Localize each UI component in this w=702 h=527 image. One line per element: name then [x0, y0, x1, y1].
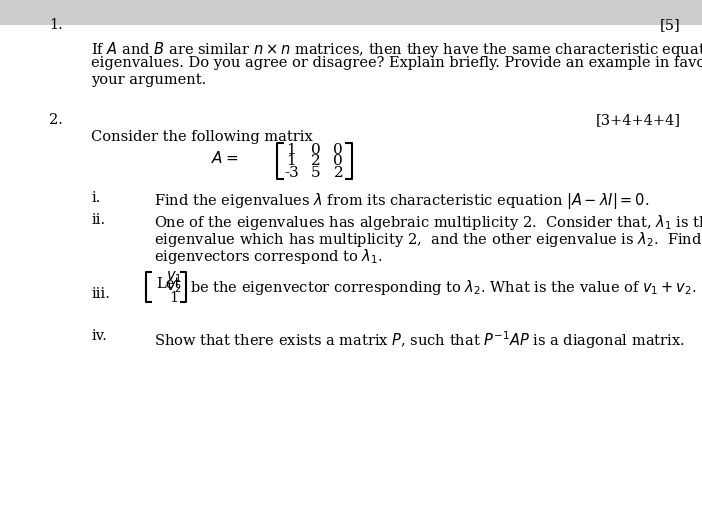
Text: Show that there exists a matrix $P$, such that $P^{-1}AP$ is a diagonal matrix.: Show that there exists a matrix $P$, suc… — [154, 329, 685, 351]
Text: eigenvalues. Do you agree or disagree? Explain briefly. Provide an example in fa: eigenvalues. Do you agree or disagree? E… — [91, 56, 702, 71]
Text: Let: Let — [156, 277, 180, 290]
Text: eigenvalue which has multiplicity 2,  and the other eigenvalue is $\lambda_2$.  : eigenvalue which has multiplicity 2, and… — [154, 230, 702, 249]
Text: 2: 2 — [311, 154, 321, 168]
Text: be the eigenvector corresponding to $\lambda_2$. What is the value of $v_1 + v_2: be the eigenvector corresponding to $\la… — [190, 278, 696, 297]
Text: 0: 0 — [333, 143, 343, 157]
Text: iv.: iv. — [91, 329, 107, 344]
Text: iii.: iii. — [91, 287, 110, 301]
Text: i.: i. — [91, 191, 100, 205]
Text: $v_2$: $v_2$ — [166, 279, 182, 295]
Text: 1: 1 — [286, 154, 296, 168]
Text: One of the eigenvalues has algebraic multiplicity 2.  Consider that, $\lambda_1$: One of the eigenvalues has algebraic mul… — [154, 213, 702, 232]
Text: 0: 0 — [333, 154, 343, 168]
Text: $A = $: $A = $ — [211, 150, 238, 166]
Text: 2.: 2. — [49, 113, 63, 128]
FancyBboxPatch shape — [0, 0, 702, 25]
Text: [3+4+4+4]: [3+4+4+4] — [596, 113, 681, 128]
Text: 1: 1 — [286, 143, 296, 157]
Text: 1.: 1. — [49, 18, 63, 33]
Text: 2: 2 — [333, 166, 343, 180]
Text: your argument.: your argument. — [91, 73, 206, 87]
Text: [5]: [5] — [660, 18, 681, 33]
Text: Find the eigenvalues $\lambda$ from its characteristic equation $|A - \lambda I|: Find the eigenvalues $\lambda$ from its … — [154, 191, 650, 211]
Text: ii.: ii. — [91, 213, 105, 228]
Text: 1: 1 — [170, 291, 178, 305]
Text: If $A$ and $B$ are similar $n \times n$ matrices, then they have the same charac: If $A$ and $B$ are similar $n \times n$ … — [91, 40, 702, 58]
Text: $v_1$: $v_1$ — [166, 269, 183, 285]
Text: 0: 0 — [311, 143, 321, 157]
Text: 5: 5 — [311, 166, 321, 180]
Text: Consider the following matrix: Consider the following matrix — [91, 130, 313, 144]
Text: -3: -3 — [284, 166, 299, 180]
Text: eigenvectors correspond to $\lambda_1$.: eigenvectors correspond to $\lambda_1$. — [154, 247, 383, 266]
